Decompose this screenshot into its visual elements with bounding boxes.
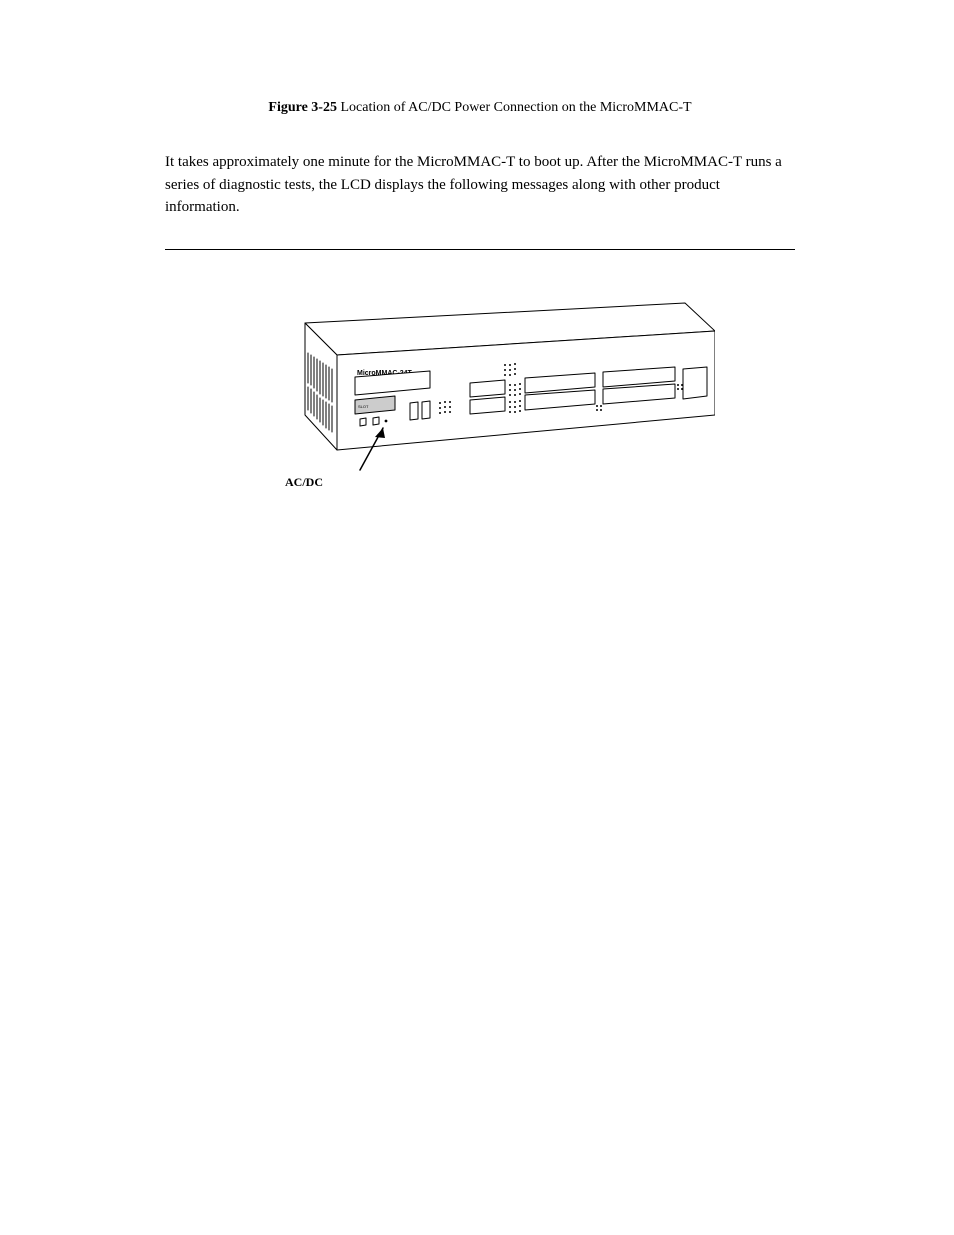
port-bank-r2-1 bbox=[470, 397, 505, 414]
figure-title: Location of AC/DC Power Connection on th… bbox=[340, 100, 691, 115]
module-slot bbox=[683, 367, 707, 399]
figure-caption: Figure 3-25 Location of AC/DC Power Conn… bbox=[165, 100, 795, 116]
acdc-led bbox=[385, 419, 388, 422]
divider bbox=[165, 249, 795, 250]
reset-button-1 bbox=[360, 418, 366, 426]
device-svg: MicroMMAC-24T SLOT bbox=[245, 295, 715, 495]
arrow-label: AC/DC bbox=[285, 475, 323, 490]
body-paragraph: It takes approximately one minute for th… bbox=[165, 151, 795, 219]
status-text: SLOT bbox=[358, 404, 369, 409]
device-figure: MicroMMAC-24T SLOT bbox=[245, 295, 715, 495]
page: Figure 3-25 Location of AC/DC Power Conn… bbox=[0, 0, 954, 1235]
reset-button-2 bbox=[373, 417, 379, 425]
port-bank-r1-1 bbox=[470, 380, 505, 397]
figure-number: Figure 3-25 bbox=[268, 100, 337, 115]
port-upright-2 bbox=[422, 401, 430, 419]
port-upright-1 bbox=[410, 402, 418, 420]
content-area: Figure 3-25 Location of AC/DC Power Conn… bbox=[165, 100, 795, 545]
